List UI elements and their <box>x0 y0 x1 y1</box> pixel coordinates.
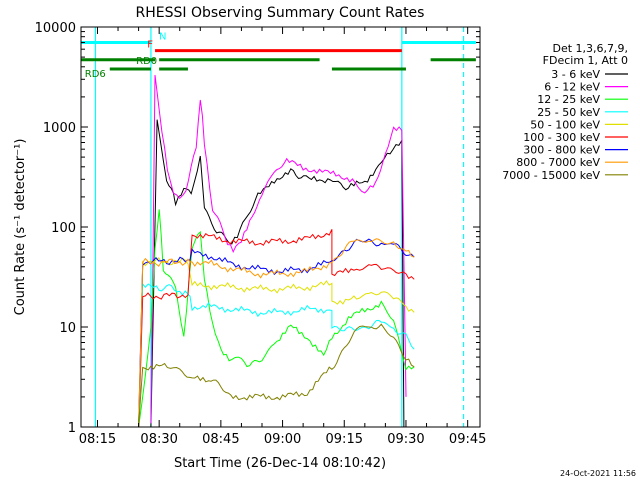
series-line-6 <box>138 238 415 427</box>
legend-label-1: 6 - 12 keV <box>544 81 600 94</box>
chart-title: RHESSI Observing Summary Count Rates <box>136 5 425 21</box>
x-tick-label-4: 09:15 <box>326 432 363 447</box>
legend-header-1: FDecim 1, Att 0 <box>543 54 628 67</box>
series-line-8 <box>138 323 415 427</box>
y-tick-label-4: 10000 <box>35 21 76 36</box>
legend-label-0: 3 - 6 keV <box>551 68 600 81</box>
legend-label-2: 12 - 25 keV <box>537 93 600 106</box>
x-axis-label: Start Time (26-Dec-14 08:10:42) <box>174 456 386 471</box>
flag-label-f: F <box>147 40 153 51</box>
y-tick-label-3: 1000 <box>43 121 76 136</box>
flag-label-n: N <box>159 31 166 42</box>
series-line-3 <box>138 282 415 425</box>
legend: Det 1,3,6,7,9,FDecim 1, Att 03 - 6 keV6 … <box>502 42 628 182</box>
y-tick-label-0: 1 <box>68 421 76 436</box>
legend-label-6: 300 - 800 keV <box>523 144 600 157</box>
legend-label-4: 50 - 100 keV <box>530 118 600 131</box>
x-tick-label-0: 08:15 <box>79 432 116 447</box>
flag-label-rd6: RD6 <box>85 69 106 80</box>
series-line-1 <box>150 74 407 424</box>
legend-label-7: 800 - 7000 keV <box>516 156 600 169</box>
x-tick-label-6: 09:45 <box>449 432 486 447</box>
x-tick-label-1: 08:30 <box>140 432 177 447</box>
legend-label-5: 100 - 300 keV <box>523 131 600 144</box>
plot-inner <box>81 27 476 427</box>
series-line-5 <box>138 229 415 427</box>
plot-area: NF RD0 RD6 <box>81 27 476 427</box>
x-tick-label-2: 08:45 <box>202 432 239 447</box>
legend-header-0: Det 1,3,6,7,9, <box>552 42 628 55</box>
legend-label-8: 7000 - 15000 keV <box>502 169 600 182</box>
y-axis-label: Count Rate (s⁻¹ detector⁻¹) <box>13 139 28 316</box>
flag-label-rd0: RD0 <box>136 56 157 67</box>
footer-date: 24-Oct-2021 11:56 <box>560 469 636 478</box>
axes: 1 10 100 1000 10000 08:15 08:30 08:45 09:00 09:15… <box>35 21 487 447</box>
series-line-4 <box>138 257 415 426</box>
series-line-0 <box>150 119 405 427</box>
x-tick-label-5: 09:30 <box>387 432 424 447</box>
legend-label-3: 25 - 50 keV <box>537 106 600 119</box>
y-tick-label-2: 100 <box>51 221 76 236</box>
x-tick-label-3: 09:00 <box>264 432 301 447</box>
y-tick-label-1: 10 <box>59 321 76 336</box>
series-line-7 <box>138 238 415 427</box>
series-line-2 <box>138 209 415 427</box>
